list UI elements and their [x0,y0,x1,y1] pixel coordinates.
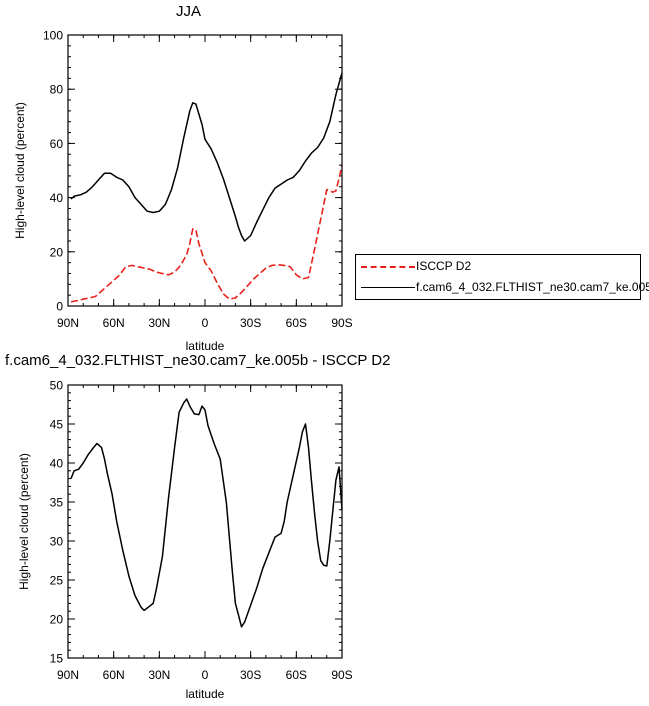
y-tick-label: 40 [50,457,64,471]
bottom-chart-title: f.cam6_4_032.FLTHIST_ne30.cam7_ke.005b -… [5,352,391,369]
x-tick-label: 30N [148,316,170,330]
series-line-top-0 [70,164,343,303]
y-tick-label: 50 [50,379,64,393]
y-axis-label: High-level cloud (percent) [13,102,27,239]
y-tick-label: 45 [50,418,64,432]
x-tick-label: 60N [103,316,125,330]
legend-item-isccp: ISCCP D2 [356,257,640,277]
y-tick-label: 20 [50,245,64,259]
series-line-bottom-0 [70,398,343,628]
legend-label-model: f.cam6_4_032.FLTHIST_ne30.cam7_ke.005b [416,280,649,294]
plot-frame [67,34,343,307]
plot-bottom: 90N 60N 30N 0 30S 60S 90S 15 20 25 30 35 40 45 50 latit… [17,379,353,702]
y-tick-label: 40 [50,191,64,205]
y-tick-label: 20 [50,613,64,627]
legend-swatch-isccp [361,266,415,268]
legend-swatch-model [361,287,415,288]
legend-item-model: f.cam6_4_032.FLTHIST_ne30.cam7_ke.005b [356,278,649,298]
x-axis-label: latitude [186,687,225,701]
x-tick-label: 0 [202,316,209,330]
x-tick-label: 90N [57,316,79,330]
top-chart-title: JJA [176,3,202,20]
x-tick-label: 60S [286,316,307,330]
x-tick-label: 60N [103,668,125,682]
y-tick-label: 35 [50,496,64,510]
y-axis-label: High-level cloud (percent) [17,453,31,590]
x-tick-label: 90N [57,668,79,682]
y-tick-label: 100 [43,29,63,43]
x-tick-label: 60S [286,668,307,682]
plot-top: 90N 60N 30N 0 30S 60S 90S 0 20 40 60 80 100 latitude H… [13,29,353,354]
x-tick-label: 90S [331,316,352,330]
y-tick-label: 25 [50,574,64,588]
y-tick-label: 30 [50,535,64,549]
x-tick-label: 30N [148,668,170,682]
y-tick-label: 15 [50,652,64,666]
series-line-top-1 [70,72,343,242]
y-tick-label: 0 [56,300,63,314]
x-tick-label: 90S [331,668,352,682]
x-axis-label: latitude [186,339,225,353]
x-tick-label: 30S [240,668,261,682]
plot-frame [67,384,343,659]
x-tick-label: 0 [202,668,209,682]
y-tick-label: 80 [50,83,64,97]
y-tick-label: 60 [50,137,64,151]
legend: ISCCP D2 f.cam6_4_032.FLTHIST_ne30.cam7_… [355,254,649,300]
x-tick-label: 30S [240,316,261,330]
legend-label-isccp: ISCCP D2 [416,259,472,273]
